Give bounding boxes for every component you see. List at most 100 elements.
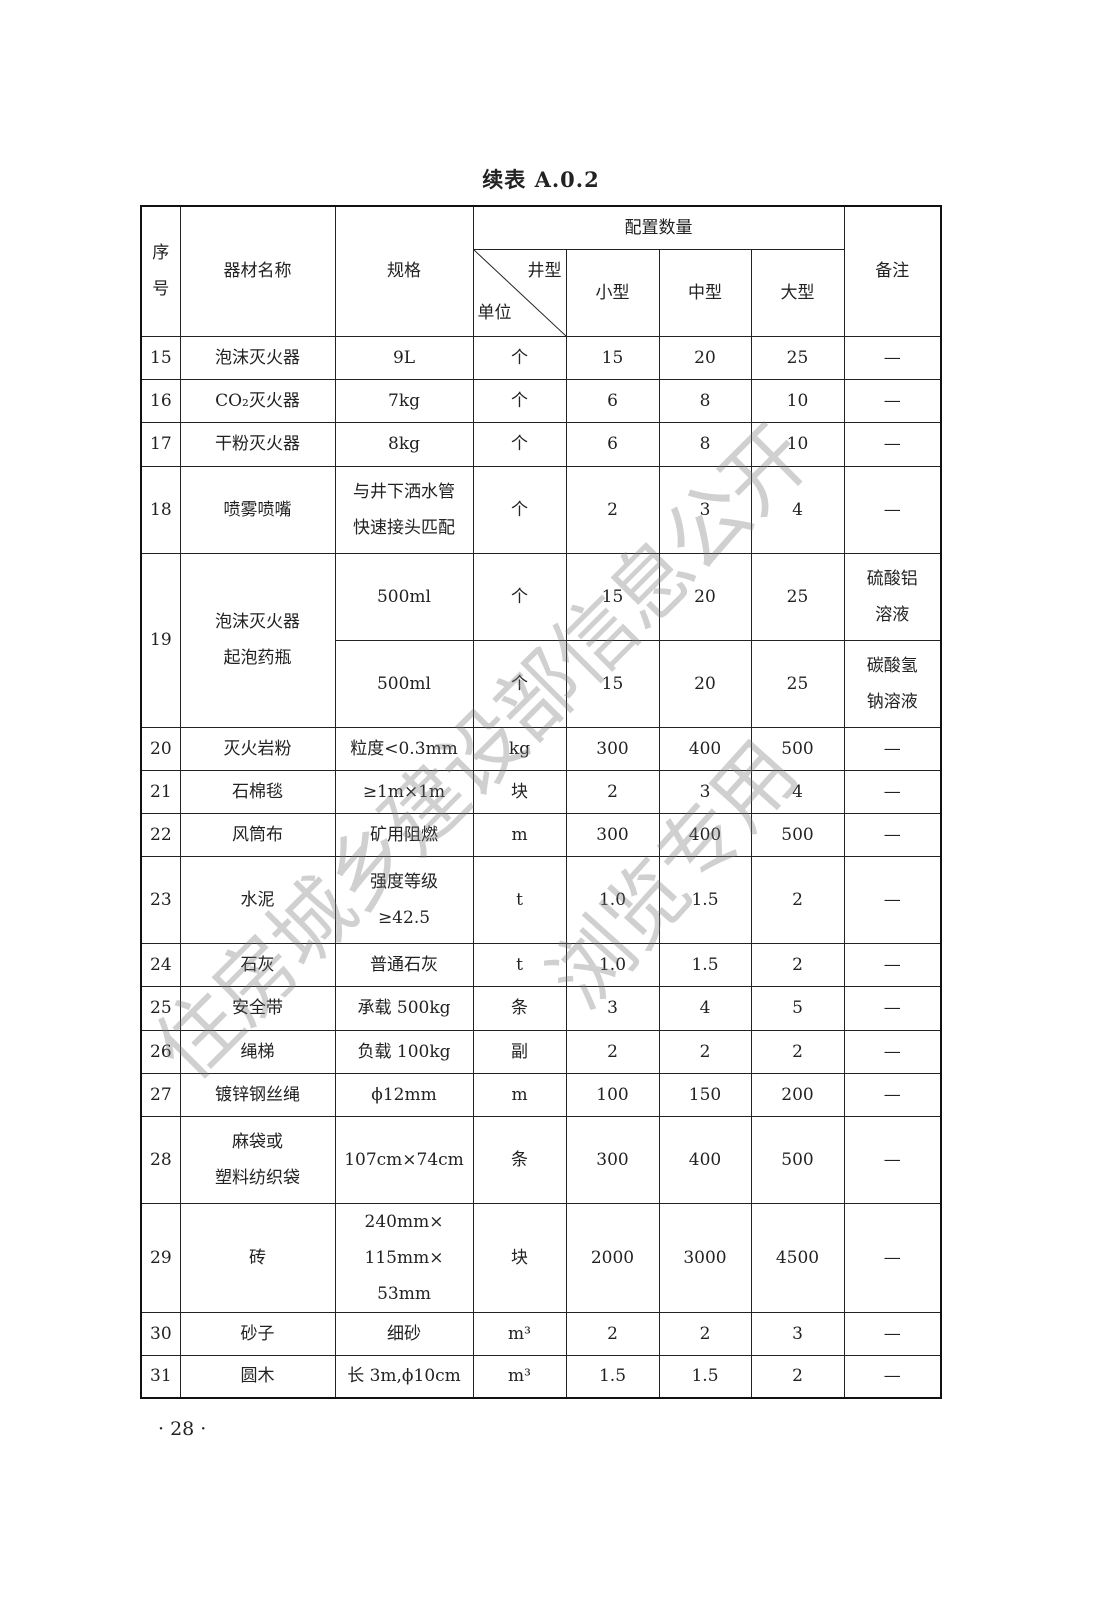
cell-unit: m xyxy=(472,812,567,857)
cell-spec: ϕ12mm xyxy=(334,1072,474,1117)
cell-name: 喷雾喷嘴 xyxy=(179,465,336,554)
cell-medium: 20 xyxy=(658,552,752,641)
cell-index: 23 xyxy=(140,855,181,944)
cell-name: 石棉毯 xyxy=(179,769,336,814)
cell-medium: 400 xyxy=(658,812,752,857)
header-spec: 规格 xyxy=(334,205,474,337)
cell-medium: 3 xyxy=(658,769,752,814)
cell-medium: 20 xyxy=(658,639,752,728)
table-row: 500ml 个 15 20 25 碳酸氢 钠溶液 xyxy=(141,639,942,728)
cell-name: 泡沫灭火器 xyxy=(179,335,336,380)
cell-unit: t xyxy=(472,942,567,987)
cell-note: — xyxy=(843,942,942,987)
page-number: · 28 · xyxy=(158,1418,207,1440)
cell-medium: 400 xyxy=(658,726,752,771)
table-row: 23 水泥 强度等级 ≥42.5 t 1.0 1.5 2— xyxy=(140,855,942,944)
cell-small: 300 xyxy=(565,726,660,771)
cell-note: — xyxy=(843,378,942,423)
table-row: 17 干粉灭火器 8kg 个 6 8 10— xyxy=(140,421,942,467)
header-note: 备注 xyxy=(843,205,942,337)
cell-unit: 个 xyxy=(472,378,567,423)
cell-large: 4 xyxy=(750,769,845,814)
cell-note: — xyxy=(843,1202,942,1313)
cell-small: 6 xyxy=(565,421,660,467)
cell-unit: 条 xyxy=(472,1115,567,1204)
table-body: 15 泡沫灭火器 9L 个 15 20 25—16 CO₂灭火器 7kg 个 6 8 10—17 干粉灭火… xyxy=(140,335,942,1399)
cell-unit: 块 xyxy=(472,1202,567,1313)
table-row: 22 风筒布 矿用阻燃 m 300 400 500— xyxy=(140,812,942,857)
cell-index: 22 xyxy=(140,812,181,857)
cell-large: 25 xyxy=(750,639,845,728)
cell-index: 17 xyxy=(140,421,181,467)
header-unit: 单位 xyxy=(477,302,512,323)
cell-large: 25 xyxy=(750,335,845,380)
cell-small: 3 xyxy=(565,985,660,1031)
cell-unit: t xyxy=(472,855,567,944)
cell-unit: 个 xyxy=(472,421,567,467)
cell-small: 1.0 xyxy=(565,855,660,944)
cell-unit: m xyxy=(472,1072,567,1117)
cell-medium: 3 xyxy=(658,465,752,554)
cell-medium: 2 xyxy=(658,1029,752,1074)
cell-medium: 150 xyxy=(658,1072,752,1117)
cell-unit: 个 xyxy=(472,335,567,380)
cell-medium: 20 xyxy=(658,335,752,380)
cell-name: 安全带 xyxy=(179,985,336,1031)
cell-large: 4 xyxy=(750,465,845,554)
cell-medium: 1.5 xyxy=(658,855,752,944)
cell-note: 硫酸铝 溶液 xyxy=(843,552,942,641)
cell-small: 1.0 xyxy=(565,942,660,987)
cell-name: 砂子 xyxy=(179,1311,336,1356)
header-mine-type: 井型 xyxy=(527,260,562,281)
cell-spec: 500ml xyxy=(334,639,474,728)
header-name: 器材名称 xyxy=(179,205,336,337)
cell-index: 24 xyxy=(140,942,181,987)
table-row: 19 泡沫灭火器 起泡药瓶 500ml 个 15 20 25 硫酸铝 溶液 xyxy=(140,552,942,728)
table-row: 31 圆木长 3m,ϕ10cm m³ 1.5 1.5 2— xyxy=(140,1354,942,1399)
cell-spec: ≥1m×1m xyxy=(334,769,474,814)
cell-spec: 细砂 xyxy=(334,1311,474,1356)
cell-small: 15 xyxy=(565,639,660,728)
cell-large: 25 xyxy=(750,552,845,641)
equipment-table: 序号 器材名称 规格 配置数量 备注 井型 单位 小型 中型 大型 15 泡沫灭火… xyxy=(140,205,942,1399)
cell-medium: 2 xyxy=(658,1311,752,1356)
table-row: 20 灭火岩粉 粒度<0.3mm kg 300 400 500— xyxy=(140,726,942,771)
header-quantity-group: 配置数量 xyxy=(472,205,845,250)
cell-large: 3 xyxy=(750,1311,845,1356)
cell-note: — xyxy=(843,1072,942,1117)
cell-unit: 块 xyxy=(472,769,567,814)
cell-name: 石灰 xyxy=(179,942,336,987)
table-row: 26 绳梯 负载 100kg 副 2 2 2— xyxy=(140,1029,942,1074)
cell-large: 200 xyxy=(750,1072,845,1117)
cell-spec: 7kg xyxy=(334,378,474,423)
cell-medium: 4 xyxy=(658,985,752,1031)
cell-small: 2000 xyxy=(565,1202,660,1313)
cell-index: 21 xyxy=(140,769,181,814)
cell-small: 100 xyxy=(565,1072,660,1117)
cell-note: — xyxy=(843,1029,942,1074)
cell-note: — xyxy=(843,1115,942,1204)
cell-spec: 负载 100kg xyxy=(334,1029,474,1074)
table-row: 16 CO₂灭火器 7kg 个 6 8 10— xyxy=(140,378,942,423)
cell-name: 干粉灭火器 xyxy=(179,421,336,467)
cell-medium: 1.5 xyxy=(658,1354,752,1399)
cell-medium: 400 xyxy=(658,1115,752,1204)
cell-name: 绳梯 xyxy=(179,1029,336,1074)
cell-unit: kg xyxy=(472,726,567,771)
cell-small: 15 xyxy=(565,335,660,380)
cell-spec: 8kg xyxy=(334,421,474,467)
cell-small: 15 xyxy=(565,552,660,641)
cell-index: 26 xyxy=(140,1029,181,1074)
cell-spec: 普通石灰 xyxy=(334,942,474,987)
cell-note: — xyxy=(843,726,942,771)
cell-unit: 条 xyxy=(472,985,567,1031)
header-index: 序号 xyxy=(140,205,181,337)
cell-unit: 副 xyxy=(472,1029,567,1074)
cell-index: 30 xyxy=(140,1311,181,1356)
cell-name: 风筒布 xyxy=(179,812,336,857)
cell-index: 25 xyxy=(140,985,181,1031)
cell-name: 水泥 xyxy=(179,855,336,944)
cell-index: 27 xyxy=(140,1072,181,1117)
cell-spec: 矿用阻燃 xyxy=(334,812,474,857)
header-index-text: 序号 xyxy=(152,243,170,300)
